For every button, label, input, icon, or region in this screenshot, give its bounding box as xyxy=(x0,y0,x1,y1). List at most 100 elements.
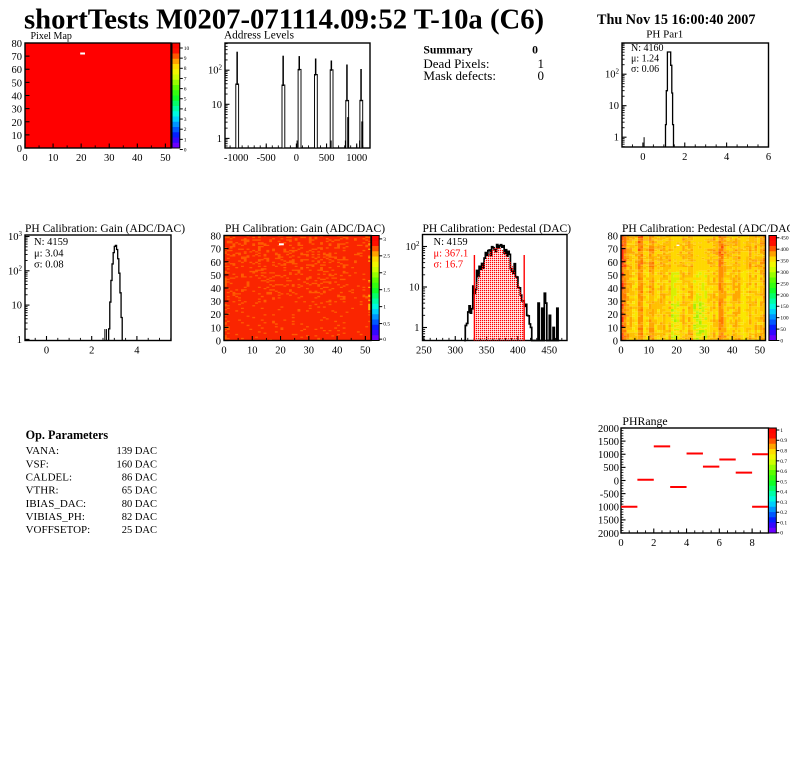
svg-text:VANA:: VANA: xyxy=(26,445,59,457)
svg-text:VTHR:: VTHR: xyxy=(26,485,59,497)
svg-text:Pixel Map: Pixel Map xyxy=(31,31,72,42)
svg-text:8: 8 xyxy=(184,66,187,72)
svg-text:400: 400 xyxy=(780,247,789,253)
svg-text:40: 40 xyxy=(608,284,619,295)
svg-text:0.1: 0.1 xyxy=(780,520,787,526)
svg-text:6: 6 xyxy=(766,152,771,163)
svg-text:0: 0 xyxy=(613,337,618,348)
svg-text:0.7: 0.7 xyxy=(780,459,787,465)
svg-text:500: 500 xyxy=(603,463,619,474)
svg-text:40: 40 xyxy=(12,92,23,103)
svg-text:0: 0 xyxy=(216,337,221,348)
svg-text:0: 0 xyxy=(17,144,22,155)
svg-text:9: 9 xyxy=(184,56,187,62)
svg-text:Op. Parameters: Op. Parameters xyxy=(26,428,109,442)
svg-text:PH Calibration: Pedestal (ADC/: PH Calibration: Pedestal (ADC/DAC) xyxy=(622,223,796,235)
svg-text:3: 3 xyxy=(184,117,187,123)
svg-text:50: 50 xyxy=(755,346,766,357)
svg-text:0.6: 0.6 xyxy=(780,469,787,475)
svg-text:σ: 0.06: σ: 0.06 xyxy=(631,64,659,75)
svg-text:0: 0 xyxy=(780,338,783,344)
svg-text:2: 2 xyxy=(651,538,656,549)
svg-text:0: 0 xyxy=(294,153,299,164)
svg-text:0: 0 xyxy=(383,337,386,343)
svg-text:500: 500 xyxy=(319,153,335,164)
svg-text:450: 450 xyxy=(541,346,557,357)
svg-text:CALDEL:: CALDEL: xyxy=(26,472,72,484)
svg-text:10: 10 xyxy=(12,131,23,142)
svg-text:30: 30 xyxy=(211,297,222,308)
svg-text:0: 0 xyxy=(184,147,187,153)
svg-text:VSF:: VSF: xyxy=(26,458,49,470)
svg-text:300: 300 xyxy=(780,270,789,276)
svg-text:2: 2 xyxy=(383,271,386,277)
svg-text:102: 102 xyxy=(406,240,421,253)
svg-text:65 DAC: 65 DAC xyxy=(122,486,157,497)
svg-text:Thu Nov 15 16:00:40 2007: Thu Nov 15 16:00:40 2007 xyxy=(597,12,755,28)
svg-text:4: 4 xyxy=(724,152,730,163)
svg-text:20: 20 xyxy=(76,153,87,164)
svg-text:150: 150 xyxy=(780,304,789,310)
svg-text:10: 10 xyxy=(48,153,59,164)
svg-text:N: 4160: N: 4160 xyxy=(631,43,664,54)
svg-text:10: 10 xyxy=(247,346,258,357)
svg-text:1500: 1500 xyxy=(598,437,619,448)
svg-text:30: 30 xyxy=(104,153,115,164)
svg-text:10: 10 xyxy=(212,100,223,111)
svg-text:IBIAS_DAC:: IBIAS_DAC: xyxy=(26,498,87,510)
svg-text:40: 40 xyxy=(211,284,222,295)
svg-text:0: 0 xyxy=(22,153,27,164)
svg-text:20: 20 xyxy=(608,310,619,321)
svg-text:10: 10 xyxy=(12,301,23,312)
svg-text:350: 350 xyxy=(780,259,789,265)
svg-text:60: 60 xyxy=(12,65,23,76)
svg-text:80: 80 xyxy=(608,232,619,243)
svg-text:50: 50 xyxy=(360,346,371,357)
svg-text:250: 250 xyxy=(416,346,432,357)
svg-text:σ: 0.08: σ: 0.08 xyxy=(34,260,64,271)
svg-text:25 DAC: 25 DAC xyxy=(122,525,157,536)
svg-text:4: 4 xyxy=(684,538,690,549)
svg-text:PH Calibration: Gain (ADC/DAC): PH Calibration: Gain (ADC/DAC) xyxy=(25,223,185,235)
svg-text:10: 10 xyxy=(608,323,619,334)
svg-text:82 DAC: 82 DAC xyxy=(122,512,157,523)
svg-text:60: 60 xyxy=(211,258,222,269)
svg-text:1: 1 xyxy=(614,133,619,144)
svg-text:1.5: 1.5 xyxy=(383,288,390,294)
svg-text:Mask defects:: Mask defects: xyxy=(423,68,496,83)
svg-text:20: 20 xyxy=(671,346,682,357)
svg-text:μ: 3.04: μ: 3.04 xyxy=(34,249,64,260)
svg-text:0.2: 0.2 xyxy=(780,510,787,516)
svg-text:160 DAC: 160 DAC xyxy=(116,459,157,470)
svg-text:-1000: -1000 xyxy=(224,153,249,164)
svg-text:300: 300 xyxy=(447,346,463,357)
svg-text:20: 20 xyxy=(275,346,286,357)
svg-text:80: 80 xyxy=(12,39,23,50)
svg-text:30: 30 xyxy=(304,346,315,357)
svg-text:450: 450 xyxy=(780,236,789,242)
svg-text:102: 102 xyxy=(605,68,620,81)
svg-text:50: 50 xyxy=(608,271,619,282)
svg-text:Summary: Summary xyxy=(423,44,473,57)
svg-text:N: 4159: N: 4159 xyxy=(434,237,468,248)
svg-text:10: 10 xyxy=(409,283,420,294)
svg-text:VIBIAS_PH:: VIBIAS_PH: xyxy=(26,511,85,523)
svg-text:350: 350 xyxy=(479,346,495,357)
svg-text:102: 102 xyxy=(8,264,23,277)
svg-text:0.5: 0.5 xyxy=(383,322,390,328)
svg-text:PHRange: PHRange xyxy=(622,414,667,428)
svg-text:0: 0 xyxy=(532,44,538,57)
svg-text:0.5: 0.5 xyxy=(780,479,787,485)
svg-text:8: 8 xyxy=(749,538,754,549)
svg-text:4: 4 xyxy=(184,107,187,113)
svg-text:0.3: 0.3 xyxy=(780,500,787,506)
svg-text:80 DAC: 80 DAC xyxy=(122,499,157,510)
svg-text:50: 50 xyxy=(12,78,23,89)
svg-text:50: 50 xyxy=(160,153,171,164)
svg-text:Dead Pixels:: Dead Pixels: xyxy=(423,56,489,71)
svg-text:0: 0 xyxy=(618,346,623,357)
svg-text:1000: 1000 xyxy=(598,450,619,461)
svg-text:70: 70 xyxy=(211,245,222,256)
svg-text:20: 20 xyxy=(211,310,222,321)
svg-text:1: 1 xyxy=(184,137,187,143)
